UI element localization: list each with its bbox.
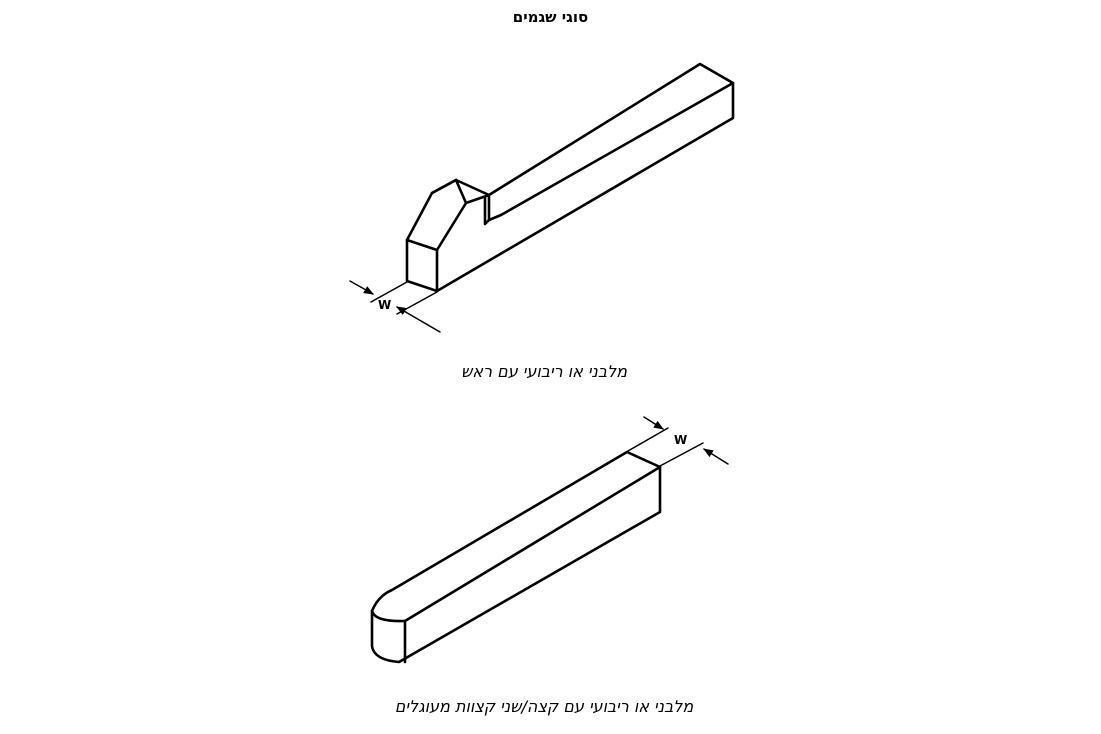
dimension-label-w: W <box>378 298 391 312</box>
figure-caption: מלבני או ריבועי עם קצה/שני קצוות מעוגלים <box>394 697 694 716</box>
figure-caption: מלבני או ריבועי עם ראש <box>460 362 628 381</box>
page-title: סוגי שגמים <box>512 8 589 26</box>
round-end-key-drawing <box>370 450 662 664</box>
dimension-w-top: W <box>349 280 441 333</box>
dimension-w-bottom: W <box>627 416 729 467</box>
gib-head-key-drawing <box>405 62 735 293</box>
dimension-label-w: W <box>674 433 687 447</box>
